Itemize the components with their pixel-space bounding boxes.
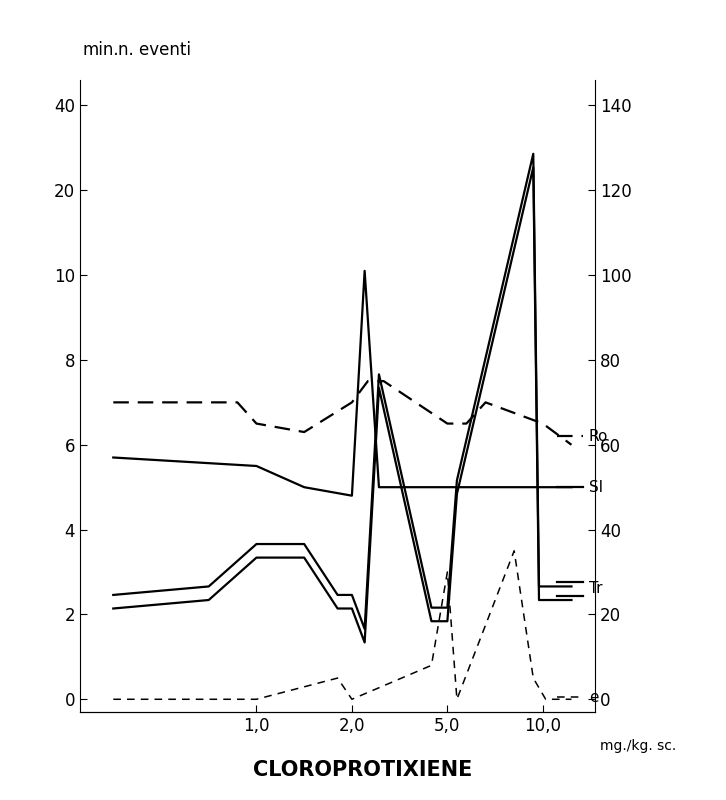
Text: n. eventi: n. eventi: [118, 41, 191, 58]
Text: Sl: Sl: [589, 480, 603, 494]
Text: e: e: [589, 690, 598, 705]
Text: Tr: Tr: [589, 582, 602, 597]
Text: min.: min.: [83, 41, 119, 58]
Text: mg./kg. sc.: mg./kg. sc.: [600, 739, 677, 753]
Text: CLOROPROTIXIENE: CLOROPROTIXIENE: [253, 760, 473, 780]
Text: Ro: Ro: [589, 429, 608, 444]
